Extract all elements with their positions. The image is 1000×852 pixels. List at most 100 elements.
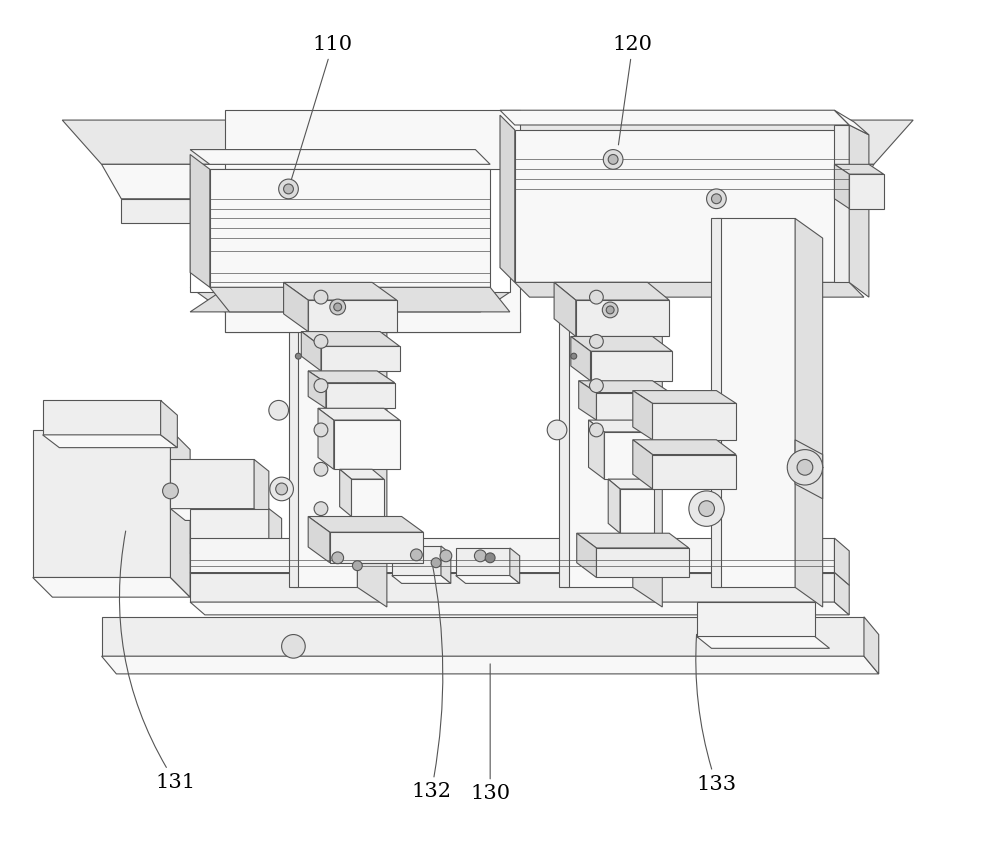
- Polygon shape: [284, 282, 397, 300]
- Polygon shape: [633, 218, 662, 607]
- Polygon shape: [564, 218, 633, 587]
- Polygon shape: [652, 403, 736, 440]
- Polygon shape: [795, 218, 823, 607]
- Polygon shape: [170, 459, 254, 509]
- Circle shape: [282, 635, 305, 658]
- Text: 120: 120: [613, 35, 653, 145]
- Circle shape: [410, 549, 422, 561]
- Circle shape: [334, 303, 342, 311]
- Polygon shape: [577, 533, 689, 548]
- Circle shape: [485, 553, 495, 562]
- Polygon shape: [864, 617, 879, 674]
- Polygon shape: [190, 573, 849, 585]
- Polygon shape: [210, 287, 510, 312]
- Polygon shape: [711, 218, 721, 587]
- Polygon shape: [620, 489, 654, 533]
- Polygon shape: [834, 110, 869, 135]
- Circle shape: [270, 477, 293, 501]
- Polygon shape: [596, 393, 670, 420]
- Polygon shape: [351, 479, 384, 516]
- Polygon shape: [308, 300, 397, 331]
- Circle shape: [284, 184, 293, 194]
- Polygon shape: [190, 573, 834, 602]
- Polygon shape: [716, 218, 795, 587]
- Polygon shape: [225, 110, 520, 331]
- Circle shape: [295, 354, 301, 359]
- Circle shape: [608, 154, 618, 164]
- Polygon shape: [633, 440, 736, 454]
- Polygon shape: [308, 516, 330, 562]
- Polygon shape: [362, 550, 372, 584]
- Polygon shape: [633, 390, 736, 403]
- Circle shape: [314, 335, 328, 348]
- Polygon shape: [392, 575, 451, 584]
- Polygon shape: [190, 292, 510, 312]
- Text: 132: 132: [411, 561, 451, 802]
- Polygon shape: [190, 553, 282, 562]
- Polygon shape: [318, 408, 400, 420]
- Polygon shape: [313, 575, 372, 584]
- Polygon shape: [301, 331, 321, 371]
- Circle shape: [314, 379, 328, 393]
- Polygon shape: [456, 575, 520, 584]
- Circle shape: [332, 552, 344, 564]
- Polygon shape: [604, 432, 673, 479]
- Polygon shape: [190, 538, 834, 573]
- Polygon shape: [775, 199, 854, 223]
- Polygon shape: [500, 110, 849, 125]
- Polygon shape: [284, 282, 308, 331]
- Polygon shape: [330, 532, 423, 562]
- Circle shape: [602, 302, 618, 318]
- Polygon shape: [308, 371, 395, 383]
- Polygon shape: [357, 218, 387, 607]
- Polygon shape: [293, 218, 357, 587]
- Polygon shape: [190, 509, 269, 553]
- Circle shape: [711, 194, 721, 204]
- Polygon shape: [834, 164, 849, 209]
- Polygon shape: [190, 154, 210, 287]
- Polygon shape: [301, 331, 400, 346]
- Polygon shape: [834, 164, 884, 174]
- Circle shape: [269, 400, 289, 420]
- Circle shape: [352, 561, 362, 571]
- Polygon shape: [515, 282, 864, 297]
- Polygon shape: [170, 509, 269, 521]
- Polygon shape: [554, 282, 669, 300]
- Polygon shape: [579, 381, 670, 393]
- Circle shape: [440, 550, 452, 561]
- Polygon shape: [456, 548, 510, 575]
- Polygon shape: [225, 312, 520, 331]
- Polygon shape: [326, 383, 395, 408]
- Polygon shape: [591, 351, 672, 381]
- Polygon shape: [33, 430, 170, 578]
- Circle shape: [603, 150, 623, 170]
- Circle shape: [314, 502, 328, 515]
- Circle shape: [547, 420, 567, 440]
- Polygon shape: [697, 602, 815, 636]
- Polygon shape: [589, 420, 673, 432]
- Polygon shape: [62, 120, 913, 164]
- Polygon shape: [254, 459, 269, 521]
- Polygon shape: [340, 469, 351, 516]
- Circle shape: [474, 550, 486, 561]
- Polygon shape: [308, 516, 423, 532]
- Polygon shape: [392, 546, 441, 575]
- Polygon shape: [500, 115, 515, 282]
- Circle shape: [314, 423, 328, 437]
- Circle shape: [330, 299, 346, 315]
- Polygon shape: [161, 400, 177, 447]
- Text: 110: 110: [289, 35, 353, 187]
- Polygon shape: [834, 573, 849, 615]
- Polygon shape: [697, 636, 830, 648]
- Polygon shape: [43, 400, 161, 435]
- Polygon shape: [289, 218, 298, 587]
- Circle shape: [276, 483, 288, 495]
- Polygon shape: [633, 390, 652, 440]
- Circle shape: [590, 291, 603, 304]
- Polygon shape: [515, 130, 849, 282]
- Polygon shape: [596, 548, 689, 578]
- Circle shape: [707, 189, 726, 209]
- Polygon shape: [554, 282, 576, 337]
- Text: 131: 131: [119, 531, 195, 792]
- Polygon shape: [210, 170, 490, 287]
